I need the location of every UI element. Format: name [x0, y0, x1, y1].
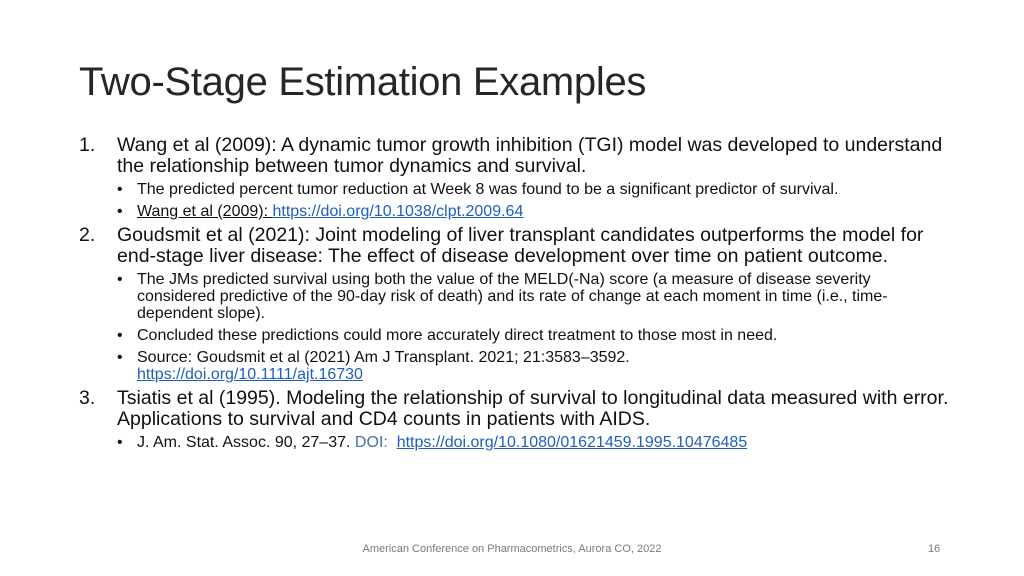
list-item-3: 3. Tsiatis et al (1995). Modeling the re… [79, 387, 949, 452]
sub-item-text: Source: Goudsmit et al (2021) Am J Trans… [137, 349, 630, 366]
sub-item-text: Concluded these predictions could more a… [137, 327, 778, 344]
doi-link[interactable]: https://doi.org/10.1080/01621459.1995.10… [396, 434, 748, 451]
doi-label: DOI: [354, 434, 388, 451]
sub-item-text: J. Am. Stat. Assoc. 90, 27–37. [137, 434, 355, 451]
bullet: • [117, 349, 123, 366]
slide-title: Two-Stage Estimation Examples [79, 60, 647, 104]
bullet: • [117, 327, 123, 344]
list-item-text: Tsiatis et al (1995). Modeling the relat… [117, 387, 949, 430]
slide-content: 1. Wang et al (2009): A dynamic tumor gr… [79, 135, 949, 456]
sub-item-text: The predicted percent tumor reduction at… [137, 181, 839, 198]
sub-item: • Source: Goudsmit et al (2021) Am J Tra… [117, 349, 949, 383]
bullet: • [117, 181, 123, 198]
list-number: 3. [79, 387, 96, 409]
sub-item: • J. Am. Stat. Assoc. 90, 27–37. DOI: ht… [117, 434, 949, 451]
sub-item: • The predicted percent tumor reduction … [117, 181, 949, 198]
sub-list: • J. Am. Stat. Assoc. 90, 27–37. DOI: ht… [117, 434, 949, 451]
bullet: • [117, 434, 123, 451]
doi-link[interactable]: https://doi.org/10.1038/clpt.2009.64 [272, 203, 524, 220]
sub-item: • Concluded these predictions could more… [117, 327, 949, 344]
bullet: • [117, 203, 123, 220]
list-number: 1. [79, 134, 96, 156]
sub-item: • Wang et al (2009): https://doi.org/10.… [117, 203, 949, 220]
doi-link[interactable]: https://doi.org/10.1111/ajt.16730 [137, 366, 363, 383]
list-item-2: 2. Goudsmit et al (2021): Joint modeling… [79, 224, 949, 384]
sub-item: • The JMs predicted survival using both … [117, 271, 949, 322]
list-number: 2. [79, 224, 96, 246]
list-item-text: Goudsmit et al (2021): Joint modeling of… [117, 224, 924, 267]
reference-prefix: Wang et al (2009): [137, 203, 273, 220]
sub-list: • The JMs predicted survival using both … [117, 271, 949, 383]
sub-list: • The predicted percent tumor reduction … [117, 181, 949, 220]
page-number: 16 [928, 543, 941, 555]
bullet: • [117, 271, 123, 288]
list-item-text: Wang et al (2009): A dynamic tumor growt… [117, 134, 943, 177]
list-item-1: 1. Wang et al (2009): A dynamic tumor gr… [79, 134, 949, 221]
slide-footer: American Conference on Pharmacometrics, … [362, 543, 662, 555]
sub-item-text: The JMs predicted survival using both th… [137, 271, 888, 322]
